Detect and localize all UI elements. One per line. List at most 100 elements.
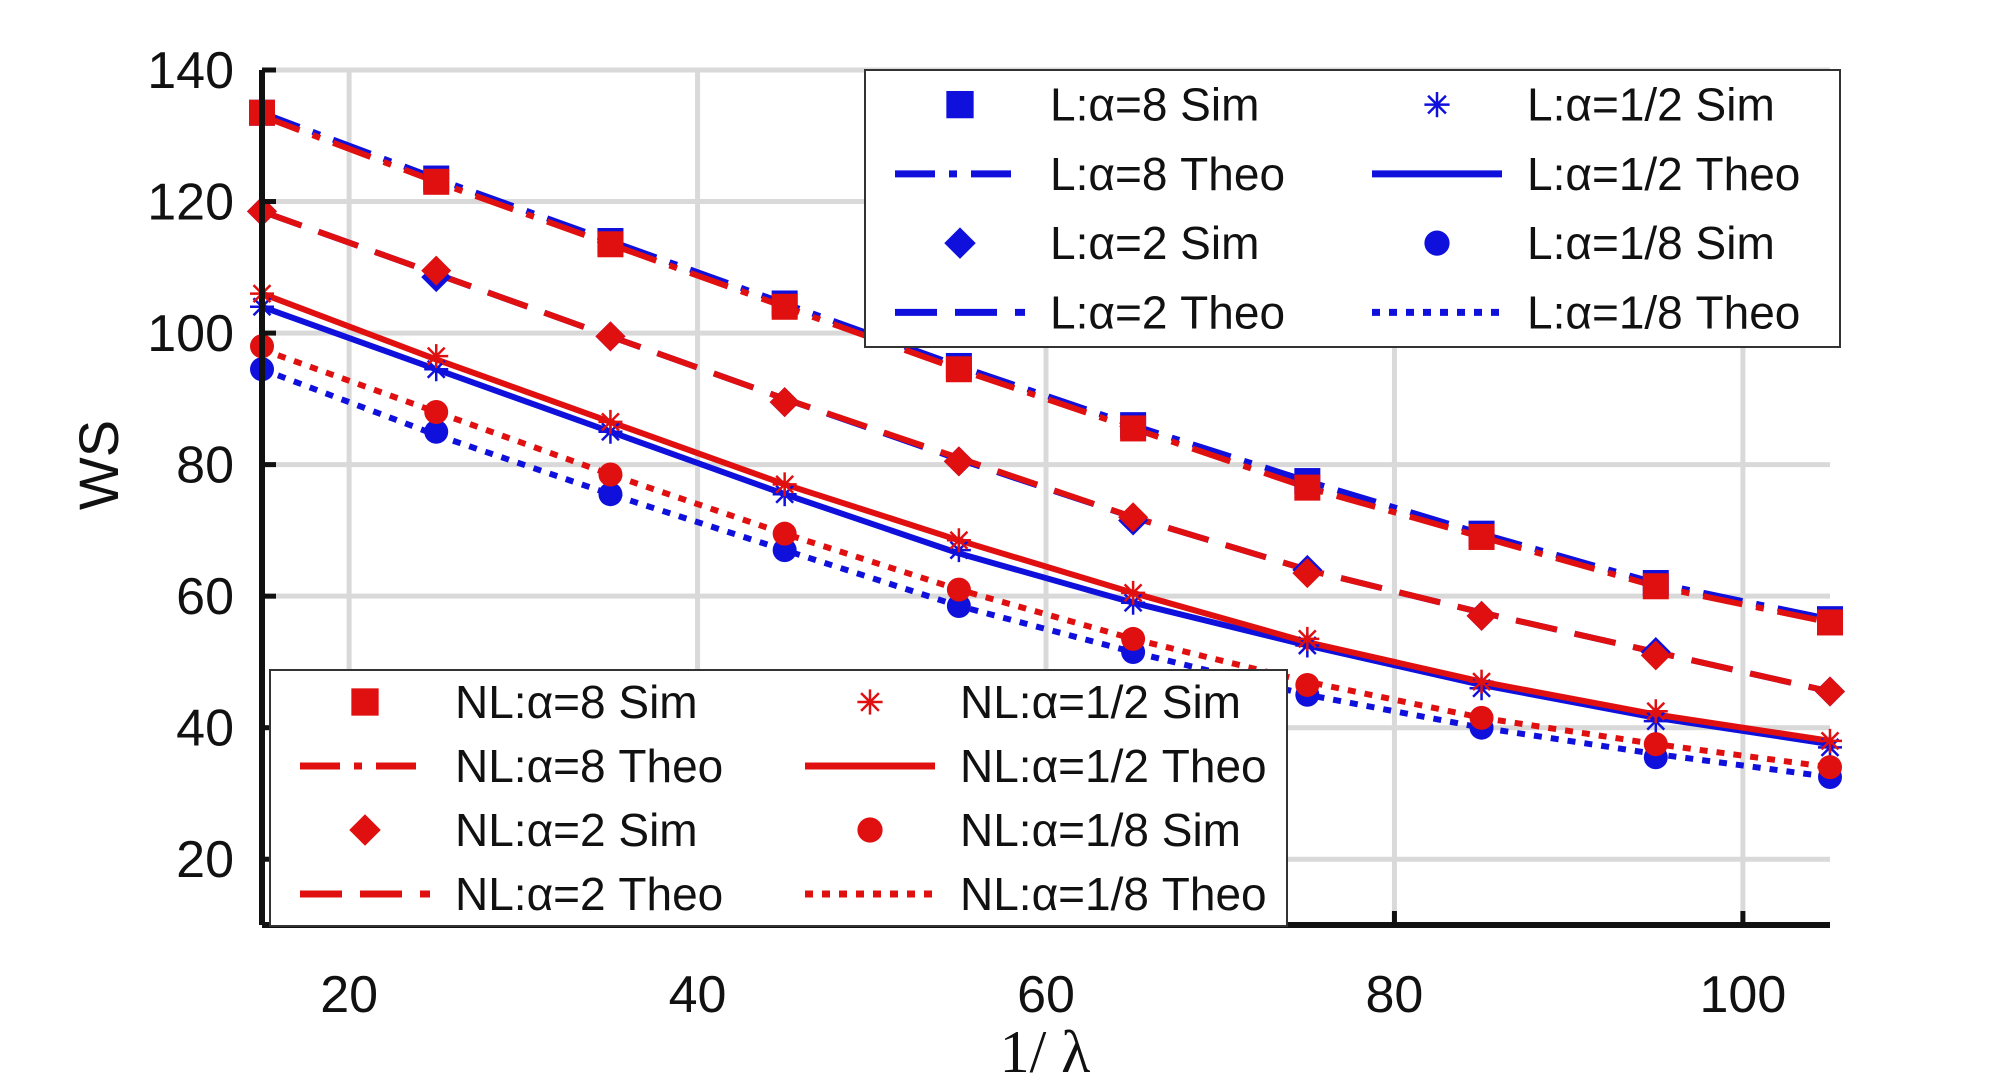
legend-entry-l-alpha-2-sim: L:α=2 Sim — [944, 217, 1259, 269]
legend-label: L:α=8 Theo — [1050, 148, 1285, 200]
legend-entry-nl-alpha-8-theo: NL:α=8 Theo — [300, 740, 723, 792]
y-tick-label: 60 — [176, 568, 234, 626]
legend-swatch — [857, 689, 883, 715]
y-tick-label: 20 — [176, 831, 234, 889]
data-point — [946, 577, 971, 602]
asterisk-stroke — [1820, 731, 1840, 751]
data-point — [1295, 672, 1320, 697]
legend-label: L:α=8 Sim — [1050, 79, 1259, 131]
legend-top-right: L:α=8 Sim L:α=1/2 Sim L:α=8 Theo L:α=1/2 Th… — [864, 69, 1841, 348]
legend-label: L:α=1/8 Sim — [1527, 217, 1775, 269]
series-layer — [247, 99, 1845, 790]
x-tick-label: 40 — [669, 966, 727, 1024]
data-point — [598, 482, 623, 507]
legend-label: L:α=1/2 Sim — [1527, 79, 1775, 131]
data-point — [424, 400, 449, 424]
data-point — [1469, 669, 1494, 694]
legend-swatch — [944, 227, 976, 259]
asterisk-stroke — [1297, 629, 1317, 649]
series-line-nl-alpha-8-theo — [260, 113, 1831, 626]
data-point — [943, 446, 974, 477]
legend-entry-l-alpha-1-8-theo: L:α=1/8 Theo — [1372, 286, 1800, 338]
legend-entry-nl-alpha-2-theo: NL:α=2 Theo — [300, 868, 723, 920]
asterisk-stroke — [1646, 701, 1666, 721]
data-point — [598, 462, 623, 487]
legends: L:α=8 Sim L:α=1/2 Sim L:α=8 Theo L:α=1/2 Th… — [269, 69, 1841, 927]
asterisk-stroke — [949, 530, 969, 550]
legend-entry-nl-alpha-1-2-theo: NL:α=1/2 Theo — [805, 740, 1267, 792]
x-tick-label: 80 — [1366, 966, 1424, 1024]
data-point — [421, 255, 452, 286]
data-point — [1818, 728, 1842, 753]
legend-entry-nl-alpha-2-sim: NL:α=2 Sim — [349, 804, 698, 856]
data-point — [1120, 415, 1147, 442]
x-axis-label: 1/ λ — [1000, 1019, 1091, 1081]
series-line-nl-alpha-1-2-theo — [260, 290, 1831, 744]
data-point — [1121, 580, 1146, 605]
asterisk-stroke — [1427, 94, 1447, 115]
data-point — [598, 409, 623, 434]
asterisk-stroke — [601, 412, 620, 432]
data-point — [1643, 732, 1668, 757]
asterisk-stroke — [860, 692, 880, 712]
legend-swatch — [349, 814, 381, 846]
series-line-l-alpha-1-8-theo — [260, 366, 1831, 780]
data-point — [424, 344, 449, 369]
legend-entry-l-alpha-1-2-theo: L:α=1/2 Theo — [1372, 148, 1800, 200]
series-line-nl-alpha-1-8-theo — [260, 346, 1831, 771]
x-tick-label: 20 — [320, 966, 378, 1024]
legend-entry-l-alpha-8-sim: L:α=8 Sim — [946, 79, 1259, 131]
y-tick-label: 140 — [147, 42, 234, 100]
data-point — [1817, 609, 1843, 636]
legend-box — [269, 669, 1288, 927]
legend-swatch — [946, 90, 974, 119]
legend-entry-nl-alpha-1-8-sim: NL:α=1/8 Sim — [857, 804, 1241, 856]
data-point — [771, 293, 798, 320]
legend-label: NL:α=1/2 Sim — [960, 676, 1241, 728]
tick-labels: 20 40 60 80 100 120 140 20 40 60 80 100 — [147, 42, 1786, 1024]
legend-swatch — [1424, 230, 1450, 256]
legend-swatch — [857, 817, 883, 843]
legend-label: NL:α=8 Theo — [455, 740, 723, 792]
data-point — [597, 231, 624, 258]
data-point — [772, 472, 797, 497]
legend-entry-nl-alpha-1-2-sim: NL:α=1/2 Sim — [857, 676, 1241, 728]
legend-label: L:α=1/8 Theo — [1527, 286, 1800, 338]
legend-bottom-left: NL:α=8 Sim NL:α=1/2 Sim NL:α=8 Theo NL:α=1/… — [269, 669, 1288, 927]
data-point — [946, 528, 971, 553]
asterisk-stroke — [1123, 583, 1143, 603]
series-markers-nl-alpha-1-2-sim — [250, 281, 1842, 753]
data-point — [945, 356, 972, 383]
data-point — [1121, 626, 1146, 651]
legend-entry-nl-alpha-8-sim: NL:α=8 Sim — [351, 676, 698, 728]
y-tick-label: 80 — [176, 437, 234, 495]
series-markers-l-alpha-1-8-sim — [250, 357, 1842, 790]
legend-entry-l-alpha-1-8-sim: L:α=1/8 Sim — [1424, 217, 1775, 269]
legend-label: L:α=1/2 Theo — [1527, 148, 1800, 200]
legend-box — [864, 69, 1841, 348]
legend-label: L:α=2 Sim — [1050, 217, 1259, 269]
legend-label: NL:α=1/8 Sim — [960, 804, 1241, 856]
data-point — [423, 168, 450, 195]
asterisk-stroke — [775, 474, 795, 494]
x-tick-label: 60 — [1017, 966, 1075, 1024]
legend-label: NL:α=2 Theo — [455, 868, 723, 920]
y-tick-label: 100 — [147, 305, 234, 363]
series-markers-nl-alpha-1-8-sim — [250, 334, 1842, 780]
data-point — [1292, 558, 1323, 589]
legend-label: NL:α=8 Sim — [455, 676, 698, 728]
y-axis-label: WS — [67, 420, 130, 510]
data-point — [772, 521, 797, 546]
legend-label: NL:α=2 Sim — [455, 804, 698, 856]
legend-label: NL:α=1/2 Theo — [960, 740, 1267, 792]
data-point — [1815, 676, 1845, 707]
data-point — [1642, 573, 1669, 600]
legend-entry-l-alpha-2-theo: L:α=2 Theo — [895, 286, 1285, 338]
series-line-l-alpha-8-theo — [260, 109, 1831, 623]
legend-entry-nl-alpha-1-8-theo: NL:α=1/8 Theo — [805, 868, 1267, 920]
series-line-l-alpha-1-2-theo — [260, 303, 1831, 748]
data-point — [595, 321, 626, 352]
legend-entry-l-alpha-1-2-sim: L:α=1/2 Sim — [1424, 79, 1775, 131]
data-point — [1468, 523, 1495, 550]
